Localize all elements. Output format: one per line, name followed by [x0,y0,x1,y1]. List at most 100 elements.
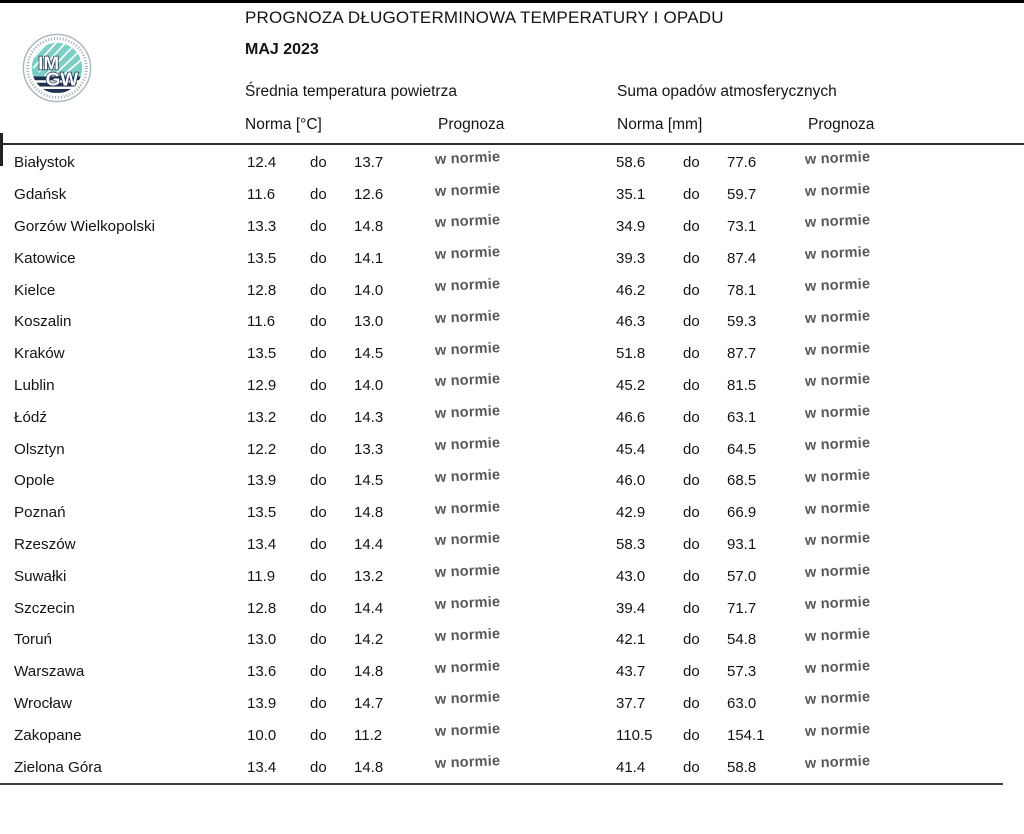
precip-norm-high: 57.0 [727,567,757,585]
precip-norm-low: 43.0 [616,567,646,585]
page-subtitle-month: MAJ 2023 [245,41,319,58]
precip-range-word: do [683,249,700,267]
table-row: Zielona Góra 13.4 do 14.8 w normie 41.4 … [0,751,1024,783]
table-body: Białystok 12.4 do 13.7 w normie 58.6 do … [0,147,1024,783]
temp-norm-low: 10.0 [247,726,277,744]
table-row: Toruń 13.0 do 14.2 w normie 42.1 do 54.8… [0,624,1024,656]
temp-norm-low: 13.6 [247,663,277,681]
temp-forecast-value: w normie [434,594,501,614]
precip-norm-low: 34.9 [616,217,646,235]
table-row: Kielce 12.8 do 14.0 w normie 46.2 do 78.… [0,274,1024,306]
temp-norm-high: 11.2 [354,726,383,744]
temp-range-word: do [310,535,327,553]
table-row: Wrocław 13.9 do 14.7 w normie 37.7 do 63… [0,688,1024,720]
temp-forecast-value: w normie [434,180,501,200]
precip-forecast-value: w normie [804,180,871,200]
table-row: Gorzów Wielkopolski 13.3 do 14.8 w normi… [0,211,1024,243]
precip-range-word: do [683,472,700,490]
precip-forecast-value: w normie [804,244,871,264]
temp-norm-low: 12.2 [247,440,277,458]
temp-range-word: do [310,567,327,585]
precip-range-word: do [683,504,700,522]
temp-norm-high: 13.3 [354,440,384,458]
precip-range-word: do [683,217,700,235]
precip-range-word: do [683,154,700,172]
logo-text-gw: GW [46,70,79,91]
temp-norm-high: 14.2 [354,631,384,649]
precip-norm-high: 59.7 [727,186,757,204]
temp-norm-low: 13.4 [247,758,277,776]
table-row: Katowice 13.5 do 14.1 w normie 39.3 do 8… [0,242,1024,274]
temp-norm-low: 13.5 [247,504,277,522]
table-row: Zakopane 10.0 do 11.2 w normie 110.5 do … [0,719,1024,751]
precip-norm-low: 45.2 [616,376,646,394]
temp-norm-high: 14.0 [354,281,384,299]
precip-norm-column-header: Norma [mm] [617,116,703,133]
precip-range-word: do [683,535,700,553]
table-row: Rzeszów 13.4 do 14.4 w normie 58.3 do 93… [0,529,1024,561]
temp-forecast-value: w normie [434,657,501,677]
precip-range-word: do [683,726,700,744]
temp-forecast-value: w normie [434,498,501,518]
city-name: Zielona Góra [14,758,102,776]
precip-forecast-value: w normie [804,721,871,741]
precip-forecast-value: w normie [804,435,871,455]
city-name: Poznań [14,504,66,522]
precip-range-word: do [683,440,700,458]
precip-norm-low: 58.3 [616,535,646,553]
temp-forecast-value: w normie [434,530,501,550]
precip-range-word: do [683,599,700,617]
precip-range-word: do [683,186,700,204]
precip-forecast-value: w normie [804,403,871,423]
precip-norm-low: 58.6 [616,154,646,172]
temp-norm-low: 13.3 [247,217,277,235]
temp-norm-low: 12.8 [247,281,277,299]
temp-forecast-value: w normie [434,339,501,359]
temp-norm-high: 14.4 [354,535,384,553]
precip-norm-low: 42.1 [616,631,646,649]
city-name: Katowice [14,249,76,267]
temp-norm-high: 14.8 [354,217,384,235]
temp-forecast-value: w normie [434,244,501,264]
temp-norm-low: 13.2 [247,408,277,426]
precip-norm-high: 78.1 [727,281,757,299]
precip-norm-high: 93.1 [727,535,757,553]
precip-norm-low: 39.3 [616,249,646,267]
precip-forecast-value: w normie [804,753,871,773]
table-row: Łódź 13.2 do 14.3 w normie 46.6 do 63.1 … [0,401,1024,433]
temp-forecast-value: w normie [434,467,501,486]
precip-forecast-value: w normie [804,212,871,232]
precip-norm-high: 87.7 [727,345,757,363]
city-name: Kraków [14,345,65,363]
table-row: Opole 13.9 do 14.5 w normie 46.0 do 68.5… [0,465,1024,497]
precip-forecast-value: w normie [804,467,871,486]
precip-range-word: do [683,663,700,681]
precip-forecast-value: w normie [804,530,871,550]
temp-norm-high: 14.0 [354,376,384,394]
temp-norm-high: 13.7 [354,154,384,172]
precip-norm-low: 46.6 [616,408,646,426]
precip-norm-high: 57.3 [727,663,757,681]
precip-forecast-value: w normie [804,149,871,168]
precip-norm-low: 110.5 [616,726,653,744]
temp-range-word: do [310,249,327,267]
temp-norm-low: 13.9 [247,694,277,712]
precip-range-word: do [683,313,700,331]
temp-forecast-value: w normie [434,403,501,423]
temp-norm-low: 12.4 [247,154,277,172]
precip-norm-low: 37.7 [616,694,646,712]
city-name: Szczecin [14,599,75,617]
precip-norm-high: 59.3 [727,313,757,331]
temp-norm-high: 14.8 [354,758,384,776]
precip-norm-high: 73.1 [727,217,757,235]
table-row: Białystok 12.4 do 13.7 w normie 58.6 do … [0,147,1024,179]
temp-norm-high: 14.8 [354,663,384,681]
temp-forecast-value: w normie [434,308,501,327]
temp-forecast-value: w normie [434,149,501,168]
temperature-group-header: Średnia temperatura powietrza [245,83,457,100]
table-row: Warszawa 13.6 do 14.8 w normie 43.7 do 5… [0,656,1024,688]
temp-norm-high: 14.5 [354,345,384,363]
temp-norm-low: 11.6 [247,313,276,331]
temp-norm-low: 13.5 [247,249,277,267]
